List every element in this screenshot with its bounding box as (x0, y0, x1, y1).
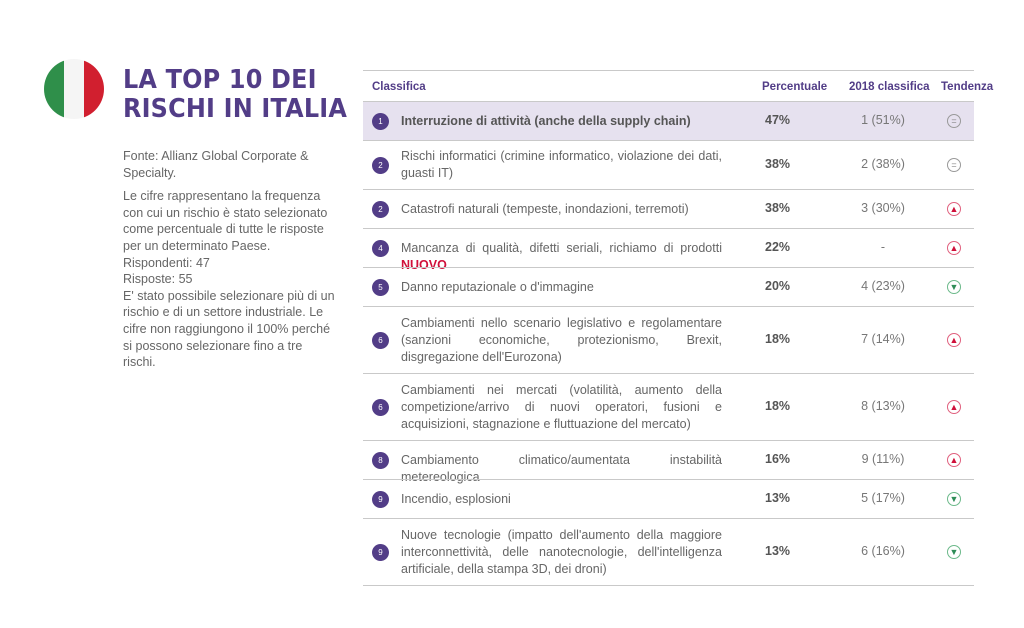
percentage-value: 22% (765, 240, 791, 254)
previous-rank-value: 6 (16%) (861, 544, 905, 558)
risk-text: Cambiamenti nello scenario legislativo e… (401, 316, 722, 364)
risk-text: Rischi informatici (crimine informatico,… (401, 149, 722, 180)
previous-rank-value: 4 (23%) (861, 279, 905, 293)
trend-up-icon: ▲ (947, 333, 961, 347)
percentage-value: 47% (765, 113, 791, 127)
risk-label: Nuove tecnologie (impatto dell'aumento d… (401, 527, 722, 578)
previous-rank-value: 9 (11%) (861, 452, 905, 466)
risk-label: Mancanza di qualità, difetti seriali, ri… (401, 240, 722, 274)
table-row: 8 Cambiamento climatico/aumentata instabi… (363, 440, 974, 484)
title-line-2: RISCHI IN ITALIA (123, 94, 348, 124)
rank-badge: 2 (372, 201, 389, 218)
risk-text: Interruzione di attività (anche della su… (401, 114, 691, 128)
responses-note: Risposte: 55 (123, 272, 193, 287)
risk-text: Incendio, esplosioni (401, 492, 511, 506)
previous-rank-value: - (880, 240, 886, 254)
previous-rank-value: 5 (17%) (861, 491, 905, 505)
trend-down-icon: ▼ (947, 492, 961, 506)
trend-up-icon: ▲ (947, 400, 961, 414)
table-row: 1 Interruzione di attività (anche della s… (363, 101, 974, 140)
risk-text: Catastrofi naturali (tempeste, inondazio… (401, 202, 689, 216)
risk-label: Interruzione di attività (anche della su… (401, 113, 722, 130)
table-row: 2 Catastrofi naturali (tempeste, inondazi… (363, 189, 974, 228)
rank-badge: 8 (372, 452, 389, 469)
multi-selection-note: E' stato possibile selezionare più di un… (123, 288, 335, 370)
flag-stripe-green (44, 59, 64, 119)
table-row: 4 Mancanza di qualità, difetti seriali, r… (363, 228, 974, 272)
risk-text: Cambiamenti nei mercati (volatilità, aum… (401, 383, 722, 431)
flag-stripe-white (64, 59, 84, 119)
risk-label: Rischi informatici (crimine informatico,… (401, 148, 722, 182)
new-badge: NUOVO (401, 258, 447, 272)
risk-table: Classifica Percentuale 2018 classifica T… (363, 70, 993, 586)
title-line-1: LA TOP 10 DEI (123, 65, 317, 95)
trend-down-icon: ▼ (947, 545, 961, 559)
previous-rank-value: 2 (38%) (861, 157, 905, 171)
trend-equal-icon: = (947, 114, 961, 128)
header-trend: Tendenza (941, 81, 994, 93)
percentage-value: 16% (765, 452, 791, 466)
percentage-value: 13% (765, 544, 791, 558)
percentage-value: 13% (765, 491, 791, 505)
description-note: Le cifre rappresentano la frequenza con … (123, 189, 328, 253)
table-header: Classifica Percentuale 2018 classifica T… (363, 70, 993, 101)
source-note: Fonte: Allianz Global Corporate & Specia… (123, 149, 309, 180)
previous-rank-value: 7 (14%) (861, 332, 905, 346)
risk-label: Incendio, esplosioni (401, 491, 722, 508)
trend-up-icon: ▲ (947, 241, 961, 255)
rank-badge: 4 (372, 240, 389, 257)
previous-rank-value: 3 (30%) (861, 201, 905, 215)
risk-label: Cambiamento climatico/aumentata instabil… (401, 452, 722, 486)
percentage-value: 38% (765, 157, 791, 171)
risk-label: Cambiamenti nello scenario legislativo e… (401, 315, 722, 366)
table-body: 1 Interruzione di attività (anche della s… (363, 101, 974, 586)
header-rank: Classifica (372, 81, 426, 93)
percentage-value: 38% (765, 201, 791, 215)
risk-text: Nuove tecnologie (impatto dell'aumento d… (401, 528, 722, 576)
table-row: 9 Incendio, esplosioni 13% 5 (17%) ▼ (363, 479, 974, 518)
percentage-value: 18% (765, 332, 791, 346)
table-row: 6 Cambiamenti nello scenario legislativo … (363, 306, 974, 373)
page-title: LA TOP 10 DEI RISCHI IN ITALIA (123, 65, 348, 124)
trend-up-icon: ▲ (947, 202, 961, 216)
risk-label: Danno reputazionale o d'immagine (401, 279, 722, 296)
table-row: 6 Cambiamenti nei mercati (volatilità, au… (363, 373, 974, 440)
risk-text: Danno reputazionale o d'immagine (401, 280, 594, 294)
header-percentage: Percentuale (762, 81, 828, 93)
previous-rank-value: 8 (13%) (861, 399, 905, 413)
respondents-note: Rispondenti: 47 (123, 255, 210, 270)
percentage-value: 20% (765, 279, 791, 293)
table-row: 5 Danno reputazionale o d'immagine 20% 4 (2… (363, 267, 974, 306)
flag-stripe-red (84, 59, 104, 119)
risk-label: Catastrofi naturali (tempeste, inondazio… (401, 201, 722, 218)
rank-badge: 9 (372, 544, 389, 561)
table-row: 9 Nuove tecnologie (impatto dell'aumento … (363, 518, 974, 586)
italy-flag-icon (44, 59, 104, 119)
trend-down-icon: ▼ (947, 280, 961, 294)
trend-up-icon: ▲ (947, 453, 961, 467)
risk-text: Mancanza di qualità, difetti seriali, ri… (401, 241, 722, 255)
rank-badge: 9 (372, 491, 389, 508)
risk-text: Cambiamento climatico/aumentata instabil… (401, 453, 722, 484)
percentage-value: 18% (765, 399, 791, 413)
trend-equal-icon: = (947, 158, 961, 172)
risk-label: Cambiamenti nei mercati (volatilità, aum… (401, 382, 722, 433)
rank-badge: 2 (372, 157, 389, 174)
rank-badge: 1 (372, 113, 389, 130)
table-row: 2 Rischi informatici (crimine informatico… (363, 140, 974, 189)
rank-badge: 6 (372, 399, 389, 416)
previous-rank-value: 1 (51%) (861, 113, 905, 127)
notes-panel: Fonte: Allianz Global Corporate & Specia… (123, 148, 338, 371)
rank-badge: 6 (372, 332, 389, 349)
header-previous: 2018 classifica (849, 81, 930, 93)
rank-badge: 5 (372, 279, 389, 296)
